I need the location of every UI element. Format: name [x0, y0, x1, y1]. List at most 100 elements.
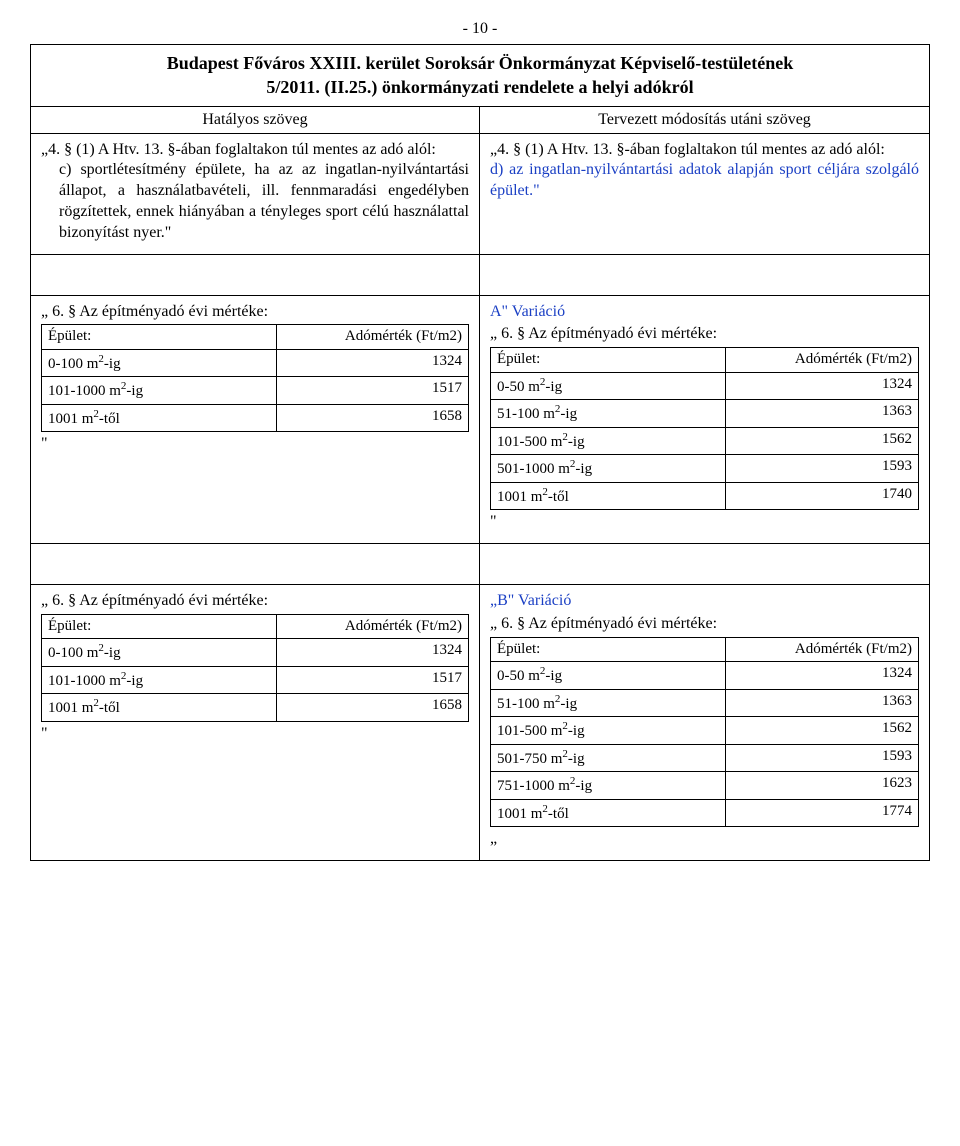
page-number: - 10 -	[30, 20, 930, 38]
col-building: Épület:	[491, 348, 726, 373]
table-row: 501-750 m2-ig1593	[491, 744, 919, 772]
title-line2: 5/2011. (II.25.) önkormányzati rendelete…	[266, 77, 693, 97]
range-cell: 101-1000 m2-ig	[42, 666, 277, 694]
table-row: 1001 m2-től1658	[42, 694, 469, 722]
col-building: Épület:	[42, 614, 277, 639]
variation-b-label: „B" Variáció	[490, 591, 919, 612]
para6-right-b: „B" Variáció „ 6. § Az építményadó évi m…	[480, 585, 929, 860]
range-cell: 0-100 m2-ig	[42, 639, 277, 667]
range-cell: 1001 m2-től	[42, 404, 277, 432]
col-rate: Adómérték (Ft/m2)	[276, 614, 468, 639]
range-cell: 1001 m2-től	[491, 482, 726, 510]
table-row: 51-100 m2-ig1363	[491, 400, 919, 428]
col-rate: Adómérték (Ft/m2)	[726, 348, 919, 373]
value-cell: 1363	[726, 689, 919, 717]
col-rate: Adómérték (Ft/m2)	[276, 325, 468, 350]
spacer-2	[31, 543, 929, 584]
table-row: 0-50 m2-ig1324	[491, 372, 919, 400]
table-row: 0-50 m2-ig1324	[491, 662, 919, 690]
table-row: 101-1000 m2-ig 1517	[42, 377, 469, 405]
para4-left-body: c) sportlétesítmény épülete, ha az az in…	[41, 160, 469, 243]
value-cell: 1623	[726, 772, 919, 800]
table-row: Épület: Adómérték (Ft/m2)	[42, 325, 469, 350]
quote-mark-low: „	[490, 829, 919, 850]
value-cell: 1658	[276, 694, 468, 722]
table-row: Épület: Adómérték (Ft/m2)	[491, 637, 919, 662]
value-cell: 1324	[276, 639, 468, 667]
title-line1: Budapest Főváros XXIII. kerület Soroksár…	[167, 53, 794, 73]
table-row: 101-1000 m2-ig1517	[42, 666, 469, 694]
table-row: 1001 m2-től1774	[491, 799, 919, 827]
value-cell: 1562	[726, 717, 919, 745]
caption6-right-a: „ 6. § Az építményadó évi mértéke:	[490, 324, 919, 345]
caption6-right-b: „ 6. § Az építményadó évi mértéke:	[490, 614, 919, 635]
col-building: Épület:	[491, 637, 726, 662]
range-cell: 0-50 m2-ig	[491, 662, 726, 690]
col-rate: Adómérték (Ft/m2)	[726, 637, 919, 662]
para4-right-blue: d) az ingatlan-nyilvántartási adatok ala…	[490, 161, 919, 199]
left-table-a: Épület: Adómérték (Ft/m2) 0-100 m2-ig 13…	[41, 324, 469, 432]
header-left: Hatályos szöveg	[31, 107, 480, 133]
value-cell: 1593	[726, 455, 919, 483]
para4-left: „4. § (1) A Htv. 13. §-ában foglaltakon …	[31, 134, 480, 254]
variation-a-label: A" Variáció	[490, 302, 919, 323]
range-cell: 1001 m2-től	[42, 694, 277, 722]
table-row: 1001 m2-től1740	[491, 482, 919, 510]
title-row: Budapest Főváros XXIII. kerület Soroksár…	[31, 45, 929, 107]
para6-row-b: „ 6. § Az építményadó évi mértéke: Épüle…	[31, 584, 929, 860]
caption6-left-a: „ 6. § Az építményadó évi mértéke:	[41, 302, 469, 323]
quote-mark: "	[41, 724, 469, 745]
value-cell: 1324	[276, 349, 468, 377]
para4-right-prefix: „4. § (1) A Htv. 13. §-ában foglaltakon …	[490, 141, 885, 158]
range-cell: 101-500 m2-ig	[491, 717, 726, 745]
para6-left-b: „ 6. § Az építményadó évi mértéke: Épüle…	[31, 585, 480, 860]
value-cell: 1324	[726, 372, 919, 400]
value-cell: 1740	[726, 482, 919, 510]
value-cell: 1658	[276, 404, 468, 432]
table-row: 101-500 m2-ig1562	[491, 427, 919, 455]
value-cell: 1517	[276, 377, 468, 405]
document-box: Budapest Főváros XXIII. kerület Soroksár…	[30, 44, 930, 861]
value-cell: 1774	[726, 799, 919, 827]
para4-right: „4. § (1) A Htv. 13. §-ában foglaltakon …	[480, 134, 929, 254]
value-cell: 1593	[726, 744, 919, 772]
table-row: 751-1000 m2-ig1623	[491, 772, 919, 800]
quote-mark: "	[41, 434, 469, 455]
para6-right-a: A" Variáció „ 6. § Az építményadó évi mé…	[480, 296, 929, 543]
range-cell: 101-500 m2-ig	[491, 427, 726, 455]
range-cell: 1001 m2-től	[491, 799, 726, 827]
table-row: 501-1000 m2-ig1593	[491, 455, 919, 483]
value-cell: 1363	[726, 400, 919, 428]
header-row: Hatályos szöveg Tervezett módosítás után…	[31, 107, 929, 134]
table-row: 0-100 m2-ig1324	[42, 639, 469, 667]
range-cell: 51-100 m2-ig	[491, 689, 726, 717]
right-table-b: Épület: Adómérték (Ft/m2) 0-50 m2-ig1324…	[490, 637, 919, 828]
range-cell: 0-100 m2-ig	[42, 349, 277, 377]
table-row: Épület: Adómérték (Ft/m2)	[42, 614, 469, 639]
table-row: Épület: Adómérték (Ft/m2)	[491, 348, 919, 373]
para4-row: „4. § (1) A Htv. 13. §-ában foglaltakon …	[31, 134, 929, 254]
spacer-1	[31, 254, 929, 295]
table-row: 0-100 m2-ig 1324	[42, 349, 469, 377]
value-cell: 1324	[726, 662, 919, 690]
range-cell: 501-1000 m2-ig	[491, 455, 726, 483]
header-right: Tervezett módosítás utáni szöveg	[480, 107, 929, 133]
para6-left-a: „ 6. § Az építményadó évi mértéke: Épüle…	[31, 296, 480, 543]
table-row: 51-100 m2-ig1363	[491, 689, 919, 717]
caption6-left-b: „ 6. § Az építményadó évi mértéke:	[41, 591, 469, 612]
col-building: Épület:	[42, 325, 277, 350]
table-row: 1001 m2-től 1658	[42, 404, 469, 432]
value-cell: 1562	[726, 427, 919, 455]
range-cell: 101-1000 m2-ig	[42, 377, 277, 405]
range-cell: 0-50 m2-ig	[491, 372, 726, 400]
quote-mark: "	[490, 512, 919, 533]
range-cell: 751-1000 m2-ig	[491, 772, 726, 800]
para4-left-prefix: „4. § (1) A Htv. 13. §-ában foglaltakon …	[41, 141, 436, 158]
left-table-b: Épület: Adómérték (Ft/m2) 0-100 m2-ig132…	[41, 614, 469, 722]
range-cell: 501-750 m2-ig	[491, 744, 726, 772]
value-cell: 1517	[276, 666, 468, 694]
right-table-a: Épület: Adómérték (Ft/m2) 0-50 m2-ig1324…	[490, 347, 919, 510]
para6-row-a: „ 6. § Az építményadó évi mértéke: Épüle…	[31, 295, 929, 543]
table-row: 101-500 m2-ig1562	[491, 717, 919, 745]
range-cell: 51-100 m2-ig	[491, 400, 726, 428]
